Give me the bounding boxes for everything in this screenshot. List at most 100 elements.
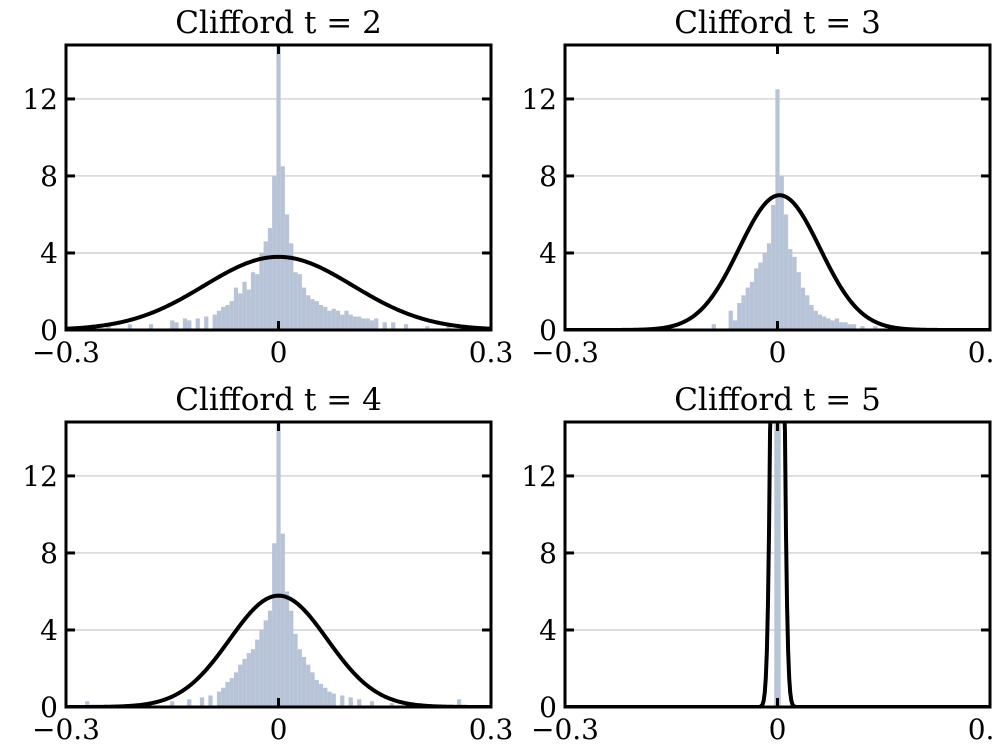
histogram-bar (246, 289, 251, 330)
histogram-bar (208, 695, 213, 707)
histogram-bar (754, 268, 759, 330)
y-tick-label: 12 (22, 83, 58, 116)
histogram-bar (314, 301, 319, 330)
histogram-bar (272, 175, 277, 330)
histogram-bar (369, 320, 375, 330)
histogram-bar (106, 326, 111, 330)
histogram-bar (805, 295, 810, 330)
histogram-bar (817, 314, 823, 330)
histogram-bar (127, 324, 132, 330)
histogram-bar (348, 314, 353, 330)
panel-title: Clifford t = 3 (674, 5, 881, 41)
histogram-bar (813, 310, 818, 330)
histogram-bar (851, 324, 857, 330)
histogram-bar (276, 422, 281, 707)
y-tick-label: 12 (22, 460, 58, 493)
histogram-bar (238, 664, 243, 707)
x-tick-label: 0.3 (469, 713, 514, 746)
histogram-bar (297, 274, 302, 330)
x-tick-label: 0 (270, 336, 288, 369)
histogram-bar (250, 272, 256, 330)
histogram-bar (289, 610, 294, 707)
histogram-bar (306, 295, 311, 330)
histogram-bar (771, 204, 776, 330)
histogram-bar (284, 591, 290, 707)
y-tick-label: 8 (539, 160, 557, 193)
histogram-bar (199, 697, 205, 707)
x-tick-label: −0.3 (531, 336, 599, 369)
x-tick-label: 0 (769, 336, 787, 369)
histogram-bar (331, 308, 336, 330)
histogram-bar (352, 316, 358, 330)
histogram-bar (85, 701, 90, 707)
y-tick-label: 0 (40, 314, 58, 347)
panel-title: Clifford t = 5 (674, 382, 881, 418)
histogram-bar (306, 664, 311, 707)
histogram-bar (301, 656, 307, 707)
histogram-bar (403, 324, 409, 330)
histogram-bar (860, 326, 865, 330)
histogram-bar (361, 318, 366, 330)
histogram-bar (327, 310, 332, 330)
histogram-bar (212, 314, 217, 330)
histogram-bar (250, 649, 256, 707)
histogram-bar (187, 320, 192, 330)
histogram-bar (246, 653, 251, 707)
panel-title: Clifford t = 4 (175, 382, 382, 418)
histogram-bar (762, 252, 767, 330)
histogram-bar (843, 322, 848, 330)
histogram-bar (728, 310, 733, 330)
histogram-bar (749, 281, 755, 330)
y-tick-label: 4 (40, 237, 58, 270)
histogram-bar (267, 227, 273, 330)
histogram-bar (148, 324, 154, 330)
histogram-bar (847, 324, 852, 330)
histogram-bar (259, 252, 264, 330)
histogram-bar (242, 658, 247, 707)
x-tick-label: 0 (769, 713, 787, 746)
histogram-bar (238, 293, 243, 330)
histogram-bar (873, 326, 878, 330)
histogram-bar (830, 320, 835, 330)
y-tick-label: 8 (539, 537, 557, 570)
histogram-bar (766, 243, 772, 330)
histogram-bar (335, 310, 341, 330)
histogram-bar (796, 272, 801, 330)
histogram-bar (711, 324, 716, 330)
histogram-bar (195, 318, 200, 330)
histogram-bar (310, 299, 315, 330)
y-tick-label: 12 (521, 460, 557, 493)
histogram-bar (344, 310, 349, 330)
histogram-bar (301, 287, 307, 330)
gaussian-fit-curve (66, 593, 491, 707)
histogram-bar (792, 256, 797, 330)
x-tick-label: −0.3 (531, 713, 599, 746)
histogram-bar (745, 287, 750, 330)
histogram-bar (284, 214, 290, 330)
histogram-bar (229, 301, 234, 330)
histogram-bar (779, 175, 784, 330)
y-tick-label: 4 (539, 237, 557, 270)
histogram-bar (457, 699, 462, 707)
histogram-bar (267, 610, 273, 707)
histogram-bar (822, 316, 827, 330)
histogram-bar (293, 272, 298, 330)
y-tick-label: 4 (40, 614, 58, 647)
histogram-bar (783, 214, 789, 330)
panel-title: Clifford t = 2 (175, 5, 382, 41)
histogram-bar (225, 304, 230, 330)
histogram-bar (323, 687, 328, 707)
histogram-bar (340, 695, 345, 707)
histogram-bar (776, 422, 779, 707)
histogram-bar (365, 318, 370, 330)
histogram-bar (297, 649, 302, 707)
histogram-bar (318, 304, 324, 330)
histogram-bar (233, 287, 239, 330)
y-tick-label: 0 (539, 691, 557, 724)
histogram-bar (758, 262, 763, 330)
histogram-bar (170, 701, 175, 707)
